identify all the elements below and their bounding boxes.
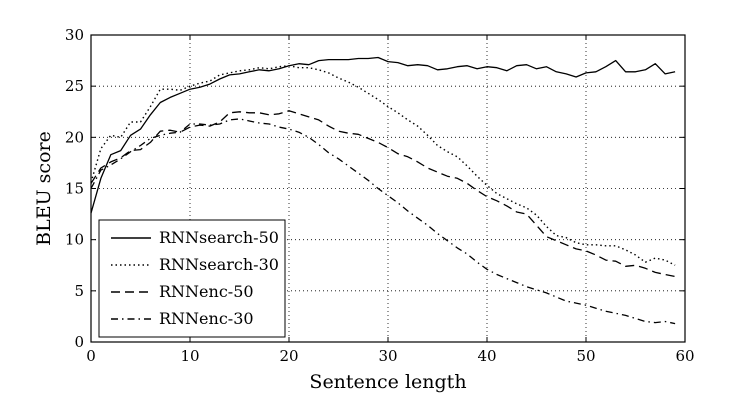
y-tick-labels: 0 5 10 15 20 25 30	[65, 26, 84, 351]
grid-lines	[91, 35, 685, 342]
x-tick-label: 20	[279, 347, 298, 365]
legend-box	[98, 219, 286, 338]
legend-label-rnnsearch-30: RNNsearch-30	[159, 255, 279, 274]
x-tick-label: 50	[576, 347, 595, 365]
legend: RNNsearch-50 RNNsearch-30 RNNenc-50 RNNenc-…	[98, 219, 286, 338]
series-line-rnnenc-30	[90, 118, 676, 325]
y-tick-label: 0	[74, 333, 84, 351]
y-tick-label: 15	[65, 180, 84, 198]
y-tick-label: 20	[65, 128, 84, 146]
series-line-rnnenc-50	[90, 110, 676, 278]
y-tick-label: 25	[65, 77, 84, 95]
legend-label-rnnenc-30: RNNenc-30	[159, 309, 254, 328]
x-tick-label: 60	[675, 347, 694, 365]
x-axis-title: Sentence length	[309, 371, 466, 393]
x-tick-label: 0	[86, 347, 96, 365]
x-tick-labels: 0 10 20 30 40 50 60	[86, 347, 694, 365]
axis-ticks	[90, 34, 686, 343]
y-tick-label: 10	[65, 231, 84, 249]
x-tick-label: 10	[180, 347, 199, 365]
legend-label-rnnenc-50: RNNenc-50	[159, 282, 254, 301]
series-lines	[90, 56, 676, 325]
y-tick-label: 5	[74, 282, 84, 300]
x-tick-label: 40	[477, 347, 496, 365]
y-axis-title: BLEU score	[33, 131, 55, 246]
x-tick-label: 30	[378, 347, 397, 365]
legend-label-rnnsearch-50: RNNsearch-50	[159, 228, 279, 247]
y-tick-label: 30	[65, 26, 84, 44]
series-line-rnnsearch-50	[90, 56, 676, 214]
